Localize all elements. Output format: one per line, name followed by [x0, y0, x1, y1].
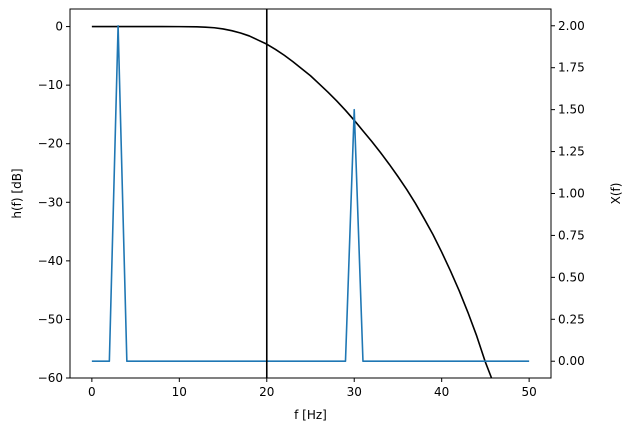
plot-frame [69, 8, 552, 379]
x-tick-label: 30 [347, 385, 362, 399]
y-left-tick-label: −10 [38, 78, 63, 92]
y-left-tick-label: −50 [38, 312, 63, 326]
series-layer [91, 9, 530, 378]
spectrum-series-line [91, 24, 530, 363]
y-right-tick-label: 0.75 [558, 228, 585, 242]
y-left-tick-label: −20 [38, 137, 63, 151]
y-right-tick-label: 1.50 [558, 103, 585, 117]
x-tick-label: 0 [88, 385, 96, 399]
y-left-tick-label: −30 [38, 195, 63, 209]
x-tick-label: 50 [521, 385, 536, 399]
x-tick-label: 20 [259, 385, 274, 399]
x-tick-label: 10 [172, 385, 187, 399]
filter-response-series-line [91, 25, 493, 378]
x-axis: 0 10 20 30 40 50 [88, 378, 537, 399]
y-right-tick-label: 2.00 [558, 19, 585, 33]
y-right-tick-label: 0.00 [558, 354, 585, 368]
y-right-tick-label: 0.50 [558, 270, 585, 284]
y-left-tick-label: 0 [55, 20, 63, 34]
y-right-tick-label: 1.25 [558, 145, 585, 159]
x-tick-label: 40 [434, 385, 449, 399]
y-right-tick-label: 1.75 [558, 61, 585, 75]
y-left-tick-label: −40 [38, 254, 63, 268]
y-axis-right-label: X(f) [609, 183, 623, 205]
y-left-tick-label: −60 [38, 371, 63, 385]
y-axis-left: 0 −10 −20 −30 −40 −50 −60 [38, 20, 70, 385]
y-axis-left-label: h(f) [dB] [10, 168, 24, 218]
y-right-tick-label: 1.00 [558, 187, 585, 201]
y-right-tick-label: 0.25 [558, 312, 585, 326]
y-axis-right: 0.00 0.25 0.50 0.75 1.00 1.25 1.50 1.75 2.00 [551, 19, 585, 368]
x-axis-label: f [Hz] [294, 408, 327, 422]
